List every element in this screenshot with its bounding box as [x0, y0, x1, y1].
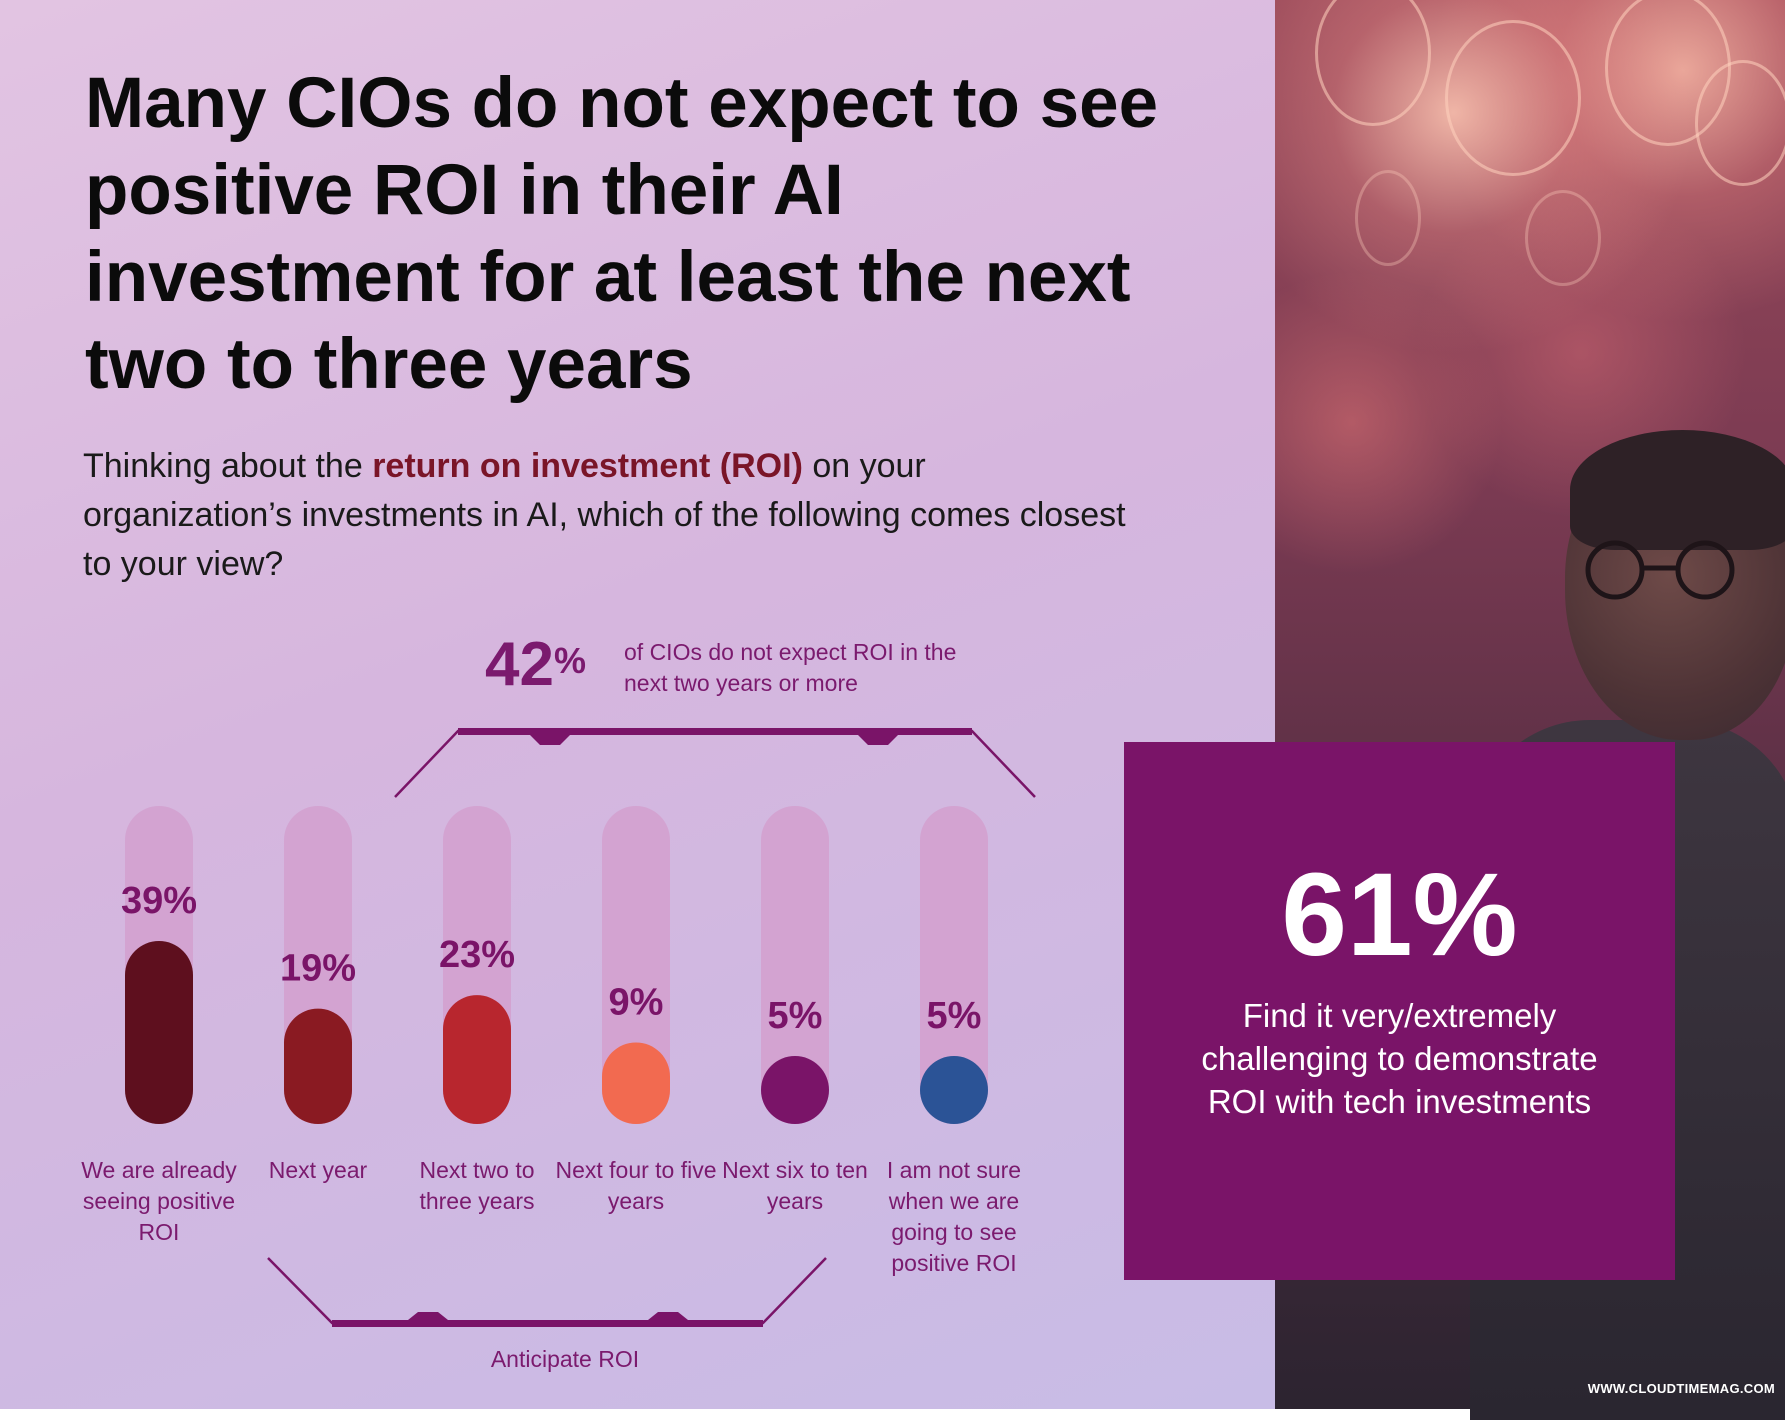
callout-percent-sign: % [553, 640, 586, 681]
top-bracket-bar [458, 728, 972, 735]
bottom-bracket-notch-right [648, 1312, 688, 1320]
bar-category-label: Next year [268, 1157, 368, 1183]
left-panel-background [0, 0, 1275, 1409]
glasses-icon [1585, 540, 1735, 600]
bar-fill [602, 1042, 670, 1124]
callout-percentage: 42% [485, 630, 586, 700]
bar-track [920, 806, 988, 1124]
stat-value: 61% [1281, 849, 1518, 981]
top-bracket-notch-left [530, 735, 570, 745]
stat-description: Find it very/extremely challenging to de… [1201, 997, 1598, 1120]
bar-fill [125, 941, 193, 1124]
bottom-bracket [267, 1257, 827, 1325]
roi-bar-chart: 39% 19% 23% 9% 5% 5% [121, 728, 1036, 1327]
bar-value-label: 23% [439, 934, 515, 976]
survey-question: Thinking about the return on investment … [83, 442, 1143, 589]
bar-category-label: Next four to five years [555, 1157, 717, 1214]
bar-value-label: 39% [121, 880, 197, 922]
person-hair [1570, 430, 1785, 550]
bottom-bracket-bar [332, 1320, 763, 1327]
bar-value-label: 5% [927, 995, 982, 1037]
anticipate-roi-label: Anticipate ROI [490, 1346, 640, 1372]
question-highlight: return on investment (ROI) [372, 447, 803, 485]
top-bracket [394, 729, 1036, 798]
light-bulb-shape [1525, 190, 1601, 286]
bar-value-label: 19% [280, 948, 356, 990]
bar-fill [284, 1008, 352, 1124]
headline: Many CIOs do not expect to see positive … [85, 64, 1159, 404]
bar-track [761, 806, 829, 1124]
bottom-bracket-notch-left [408, 1312, 448, 1320]
stat-box: 61% Find it very/extremely challenging t… [1124, 742, 1675, 1280]
light-bulb-shape [1695, 60, 1785, 186]
callout-text: of CIOs do not expect ROI in the next tw… [624, 639, 957, 696]
bar-category-label: Next six to ten years [722, 1157, 868, 1214]
bar-value-label: 9% [609, 981, 664, 1023]
bar-track [602, 806, 670, 1124]
bar-fill [761, 1056, 829, 1124]
callout-number: 42 [485, 630, 554, 699]
bar-value-label: 5% [768, 995, 823, 1037]
question-text-after: on your organization’s investments in AI… [83, 447, 1126, 583]
light-bulb-shape [1355, 170, 1421, 266]
light-bulb-shape [1315, 0, 1431, 126]
footer-url: WWW.CLOUDTIMEMAG.COM [1587, 1381, 1775, 1396]
bar-category-label: Next two to three years [419, 1157, 535, 1214]
bracket-lines [267, 728, 1036, 1327]
light-bulb-shape [1445, 20, 1581, 176]
bar-category-label: We are already seeing positive ROI [81, 1157, 237, 1245]
question-text-before: Thinking about the [83, 447, 373, 485]
top-bracket-notch-right [858, 735, 898, 745]
bar-category-label: I am not sure when we are going to see p… [886, 1157, 1022, 1276]
bar-fill [443, 995, 511, 1124]
bar-fill [920, 1056, 988, 1124]
